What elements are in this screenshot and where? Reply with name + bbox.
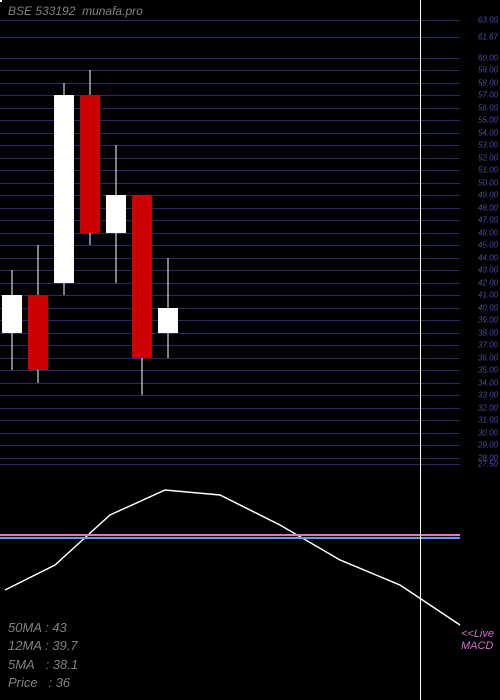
gridline (0, 320, 460, 321)
gridline (0, 358, 460, 359)
price-axis-label: 61.67 (478, 32, 498, 41)
gridline (0, 283, 460, 284)
price-axis-label: 54.00 (478, 128, 498, 137)
price-axis-label: 30.00 (478, 428, 498, 437)
gridline (0, 370, 460, 371)
ma12-row: 12MA : 39.7 (8, 637, 78, 655)
candle-body (54, 95, 74, 283)
gridline (0, 37, 460, 38)
gridline (0, 458, 460, 459)
candle-body (28, 295, 48, 370)
price-axis-label: 45.00 (478, 241, 498, 250)
price-axis-label: 60.00 (478, 53, 498, 62)
gridline (0, 83, 460, 84)
price-axis-label: 49.00 (478, 191, 498, 200)
price-axis-label: 51.00 (478, 166, 498, 175)
gridline (0, 295, 460, 296)
gridline (0, 433, 460, 434)
info-box: 50MA : 43 12MA : 39.7 5MA : 38.1 Price :… (8, 619, 78, 692)
price-axis-label: 37.00 (478, 341, 498, 350)
price-axis-label: 42.00 (478, 278, 498, 287)
price-axis-label: 55.00 (478, 116, 498, 125)
price-axis-label: 34.00 (478, 378, 498, 387)
candle-body (2, 295, 22, 333)
price-axis-label: 36.00 (478, 353, 498, 362)
macd-text: MACD (461, 640, 494, 652)
gridline (0, 58, 460, 59)
gridline (0, 308, 460, 309)
watermark: munafa.pro (82, 4, 143, 18)
gridline (0, 20, 460, 21)
price-axis-label: 40.00 (478, 303, 498, 312)
price-panel[interactable]: 63.0061.6760.0059.0058.0057.0056.0055.00… (0, 20, 500, 470)
price-axis-label: 38.00 (478, 328, 498, 337)
price-axis-label: 31.00 (478, 416, 498, 425)
macd-label-group: <<Live MACD (461, 628, 494, 652)
price-axis-label: 33.00 (478, 391, 498, 400)
live-label: <<Live (461, 628, 494, 640)
stock-chart: BSE 533192 munafa.pro 63.00 61.67 60.00 59.… (0, 0, 500, 700)
price-axis-label: 39.00 (478, 316, 498, 325)
price-axis-label: 35.00 (478, 366, 498, 375)
price-axis-label: 58.00 (478, 78, 498, 87)
price-row: Price : 36 (8, 674, 78, 692)
symbol-label: 533192 (35, 4, 75, 18)
price-axis-label: 56.00 (478, 103, 498, 112)
candle-body (80, 95, 100, 233)
ma50-row: 50MA : 43 (8, 619, 78, 637)
macd-histogram-box (0, 0, 2, 2)
price-axis-label: 29.00 (478, 441, 498, 450)
gridline (0, 383, 460, 384)
price-axis-label: 32.00 (478, 403, 498, 412)
price-axis-label: 52.00 (478, 153, 498, 162)
gridline (0, 70, 460, 71)
price-axis-label: 43.00 (478, 266, 498, 275)
price-axis-label: 50.00 (478, 178, 498, 187)
ma5-row: 5MA : 38.1 (8, 656, 78, 674)
price-axis-label: 59.00 (478, 66, 498, 75)
chart-header: BSE 533192 munafa.pro (8, 4, 143, 18)
gridline (0, 445, 460, 446)
candle-body (158, 308, 178, 333)
macd-line (5, 490, 460, 625)
gridline (0, 345, 460, 346)
price-axis-label: 47.00 (478, 216, 498, 225)
gridline (0, 395, 460, 396)
gridline (0, 408, 460, 409)
price-axis-label: 53.00 (478, 141, 498, 150)
price-axis-label: 44.00 (478, 253, 498, 262)
cursor-vline (420, 0, 421, 700)
price-axis-label: 63.00 (478, 16, 498, 25)
exchange-label: BSE (8, 4, 32, 18)
candle-body (132, 195, 152, 358)
price-axis-label: 27.50 (478, 459, 498, 468)
gridline (0, 464, 460, 465)
candle-body (106, 195, 126, 233)
gridline (0, 333, 460, 334)
price-axis-label: 57.00 (478, 91, 498, 100)
gridline (0, 420, 460, 421)
price-axis-label: 41.00 (478, 291, 498, 300)
price-axis-label: 48.00 (478, 203, 498, 212)
indicator-panel[interactable] (0, 470, 500, 600)
price-axis-label: 46.00 (478, 228, 498, 237)
